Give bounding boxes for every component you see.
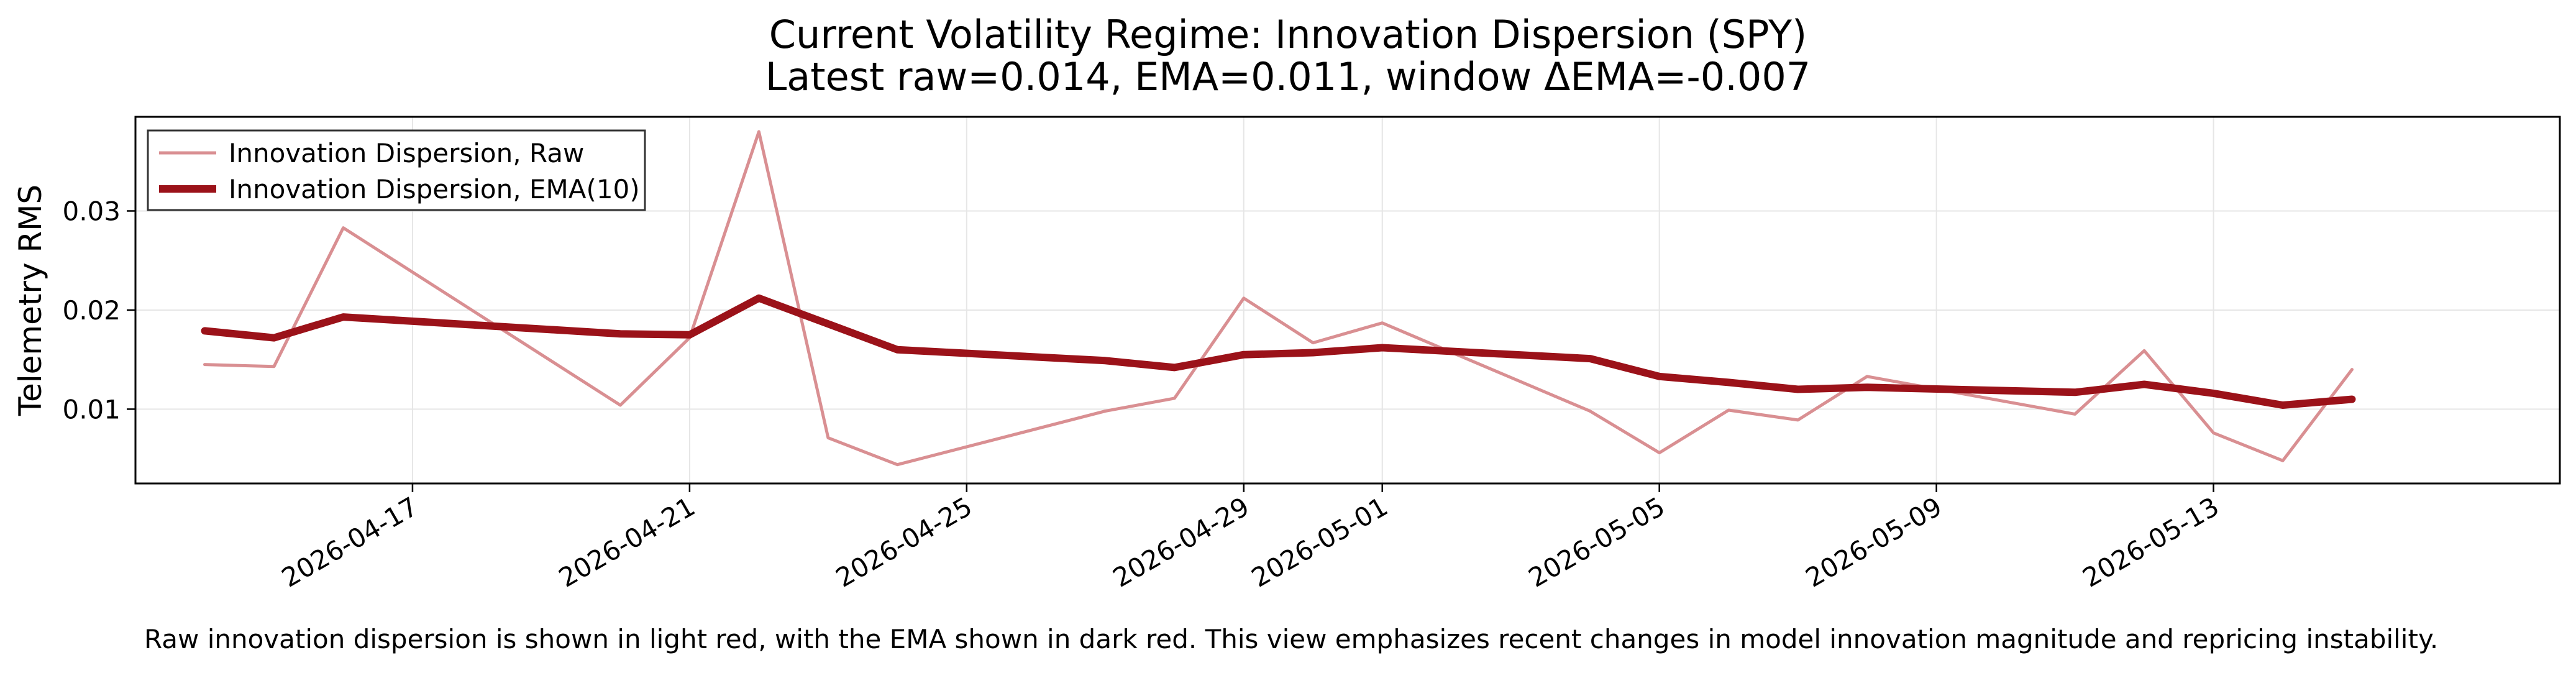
y-axis-label: Telemetry RMS [12,185,48,416]
plot-frame [134,116,2561,485]
legend: Innovation Dispersion, Raw Innovation Dis… [147,129,646,211]
x-tick-label: 2026-04-21 [554,491,700,593]
line-chart: 2026-04-17 2026-04-21 2026-04-25 2026-04-29… [12,116,2561,593]
chart-title: Current Volatility Regime: Innovation Di… [769,12,1807,57]
x-tick-label: 2026-05-09 [1801,491,1947,593]
x-tick-label: 2026-05-05 [1523,491,1670,593]
x-tick-label: 2026-05-13 [2078,491,2224,593]
legend-entry: Innovation Dispersion, EMA(10) [229,174,640,204]
x-tick-label: 2026-05-01 [1246,491,1393,593]
x-tick-label: 2026-04-29 [1108,491,1254,593]
legend-entry: Innovation Dispersion, Raw [229,138,584,168]
chart-subtitle: Latest raw=0.014, EMA=0.011, window ΔEMA… [765,54,1811,99]
x-tick-label: 2026-04-17 [276,491,423,593]
series-line-ema [201,294,2356,409]
x-tick-label: 2026-04-25 [831,491,977,593]
y-tick-label: 0.03 [62,196,121,226]
series-layer [201,130,2356,467]
y-tick-label: 0.02 [62,295,121,326]
legend-box [147,129,646,211]
y-tick-label: 0.01 [62,394,121,424]
chart-caption: Raw innovation dispersion is shown in li… [144,624,2439,654]
